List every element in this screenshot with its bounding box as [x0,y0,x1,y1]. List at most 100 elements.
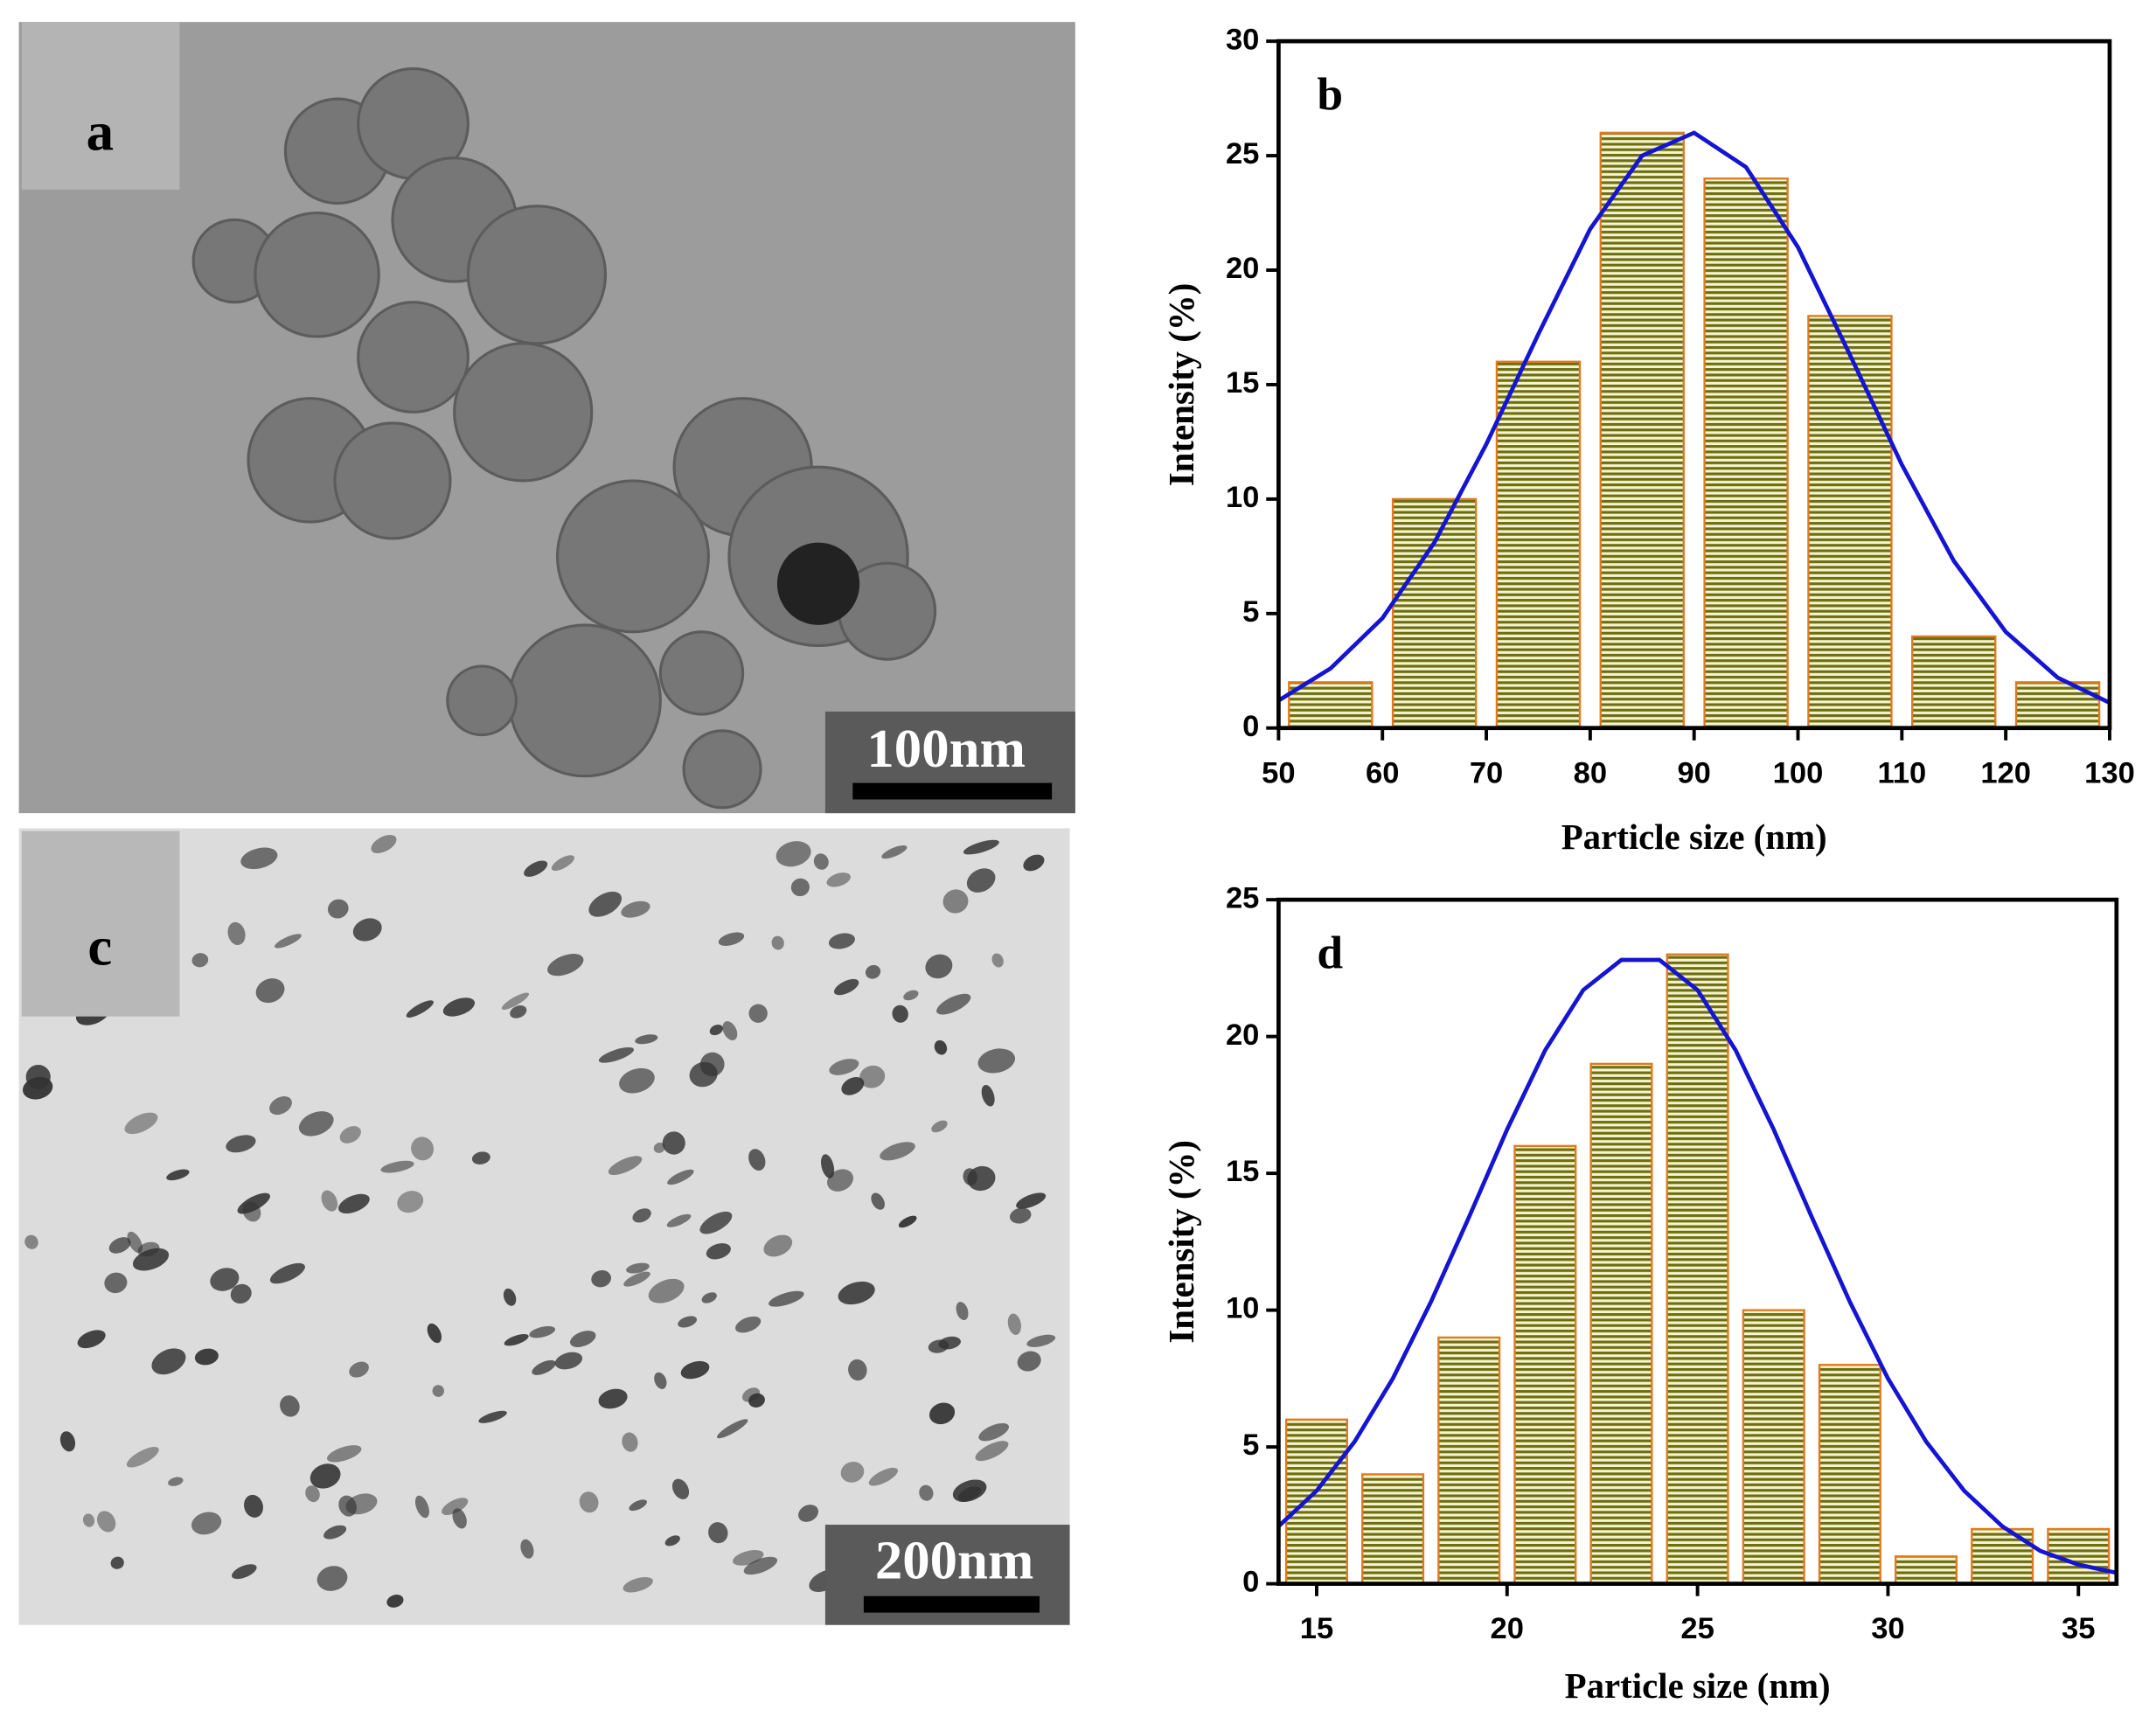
particle [977,1048,1016,1074]
particle [608,1156,643,1176]
particle [25,1064,51,1090]
tem-image-c: c 200nm [18,828,1070,1625]
x-tick-label: 120 [1980,756,2031,789]
particle [763,1234,793,1257]
particle [442,998,476,1017]
particle [826,872,851,887]
particle [411,1137,435,1161]
particle [1017,1351,1041,1372]
x-tick-label: 30 [1871,1612,1904,1645]
particle [1023,854,1045,872]
bar [1361,1473,1425,1585]
scale-bar [863,1595,1040,1613]
particle [591,1269,612,1288]
particle [168,1477,184,1486]
particle [928,1402,956,1425]
particle [748,1393,765,1408]
particle [1007,1313,1021,1335]
particle [230,1283,252,1304]
particle [798,1505,818,1522]
particle [623,1271,650,1287]
particle [231,1564,257,1580]
particle [963,1168,977,1185]
particle [427,1323,442,1344]
particle [242,1201,261,1222]
particle [828,933,855,949]
particle [936,993,971,1015]
particle [653,1142,665,1153]
particle [520,1539,534,1559]
particle [931,1120,948,1133]
particle [743,1556,778,1575]
particle [654,1372,667,1389]
x-tick-label: 90 [1677,756,1710,789]
fit-curve [1277,130,2111,706]
particle [397,1191,424,1213]
particle [981,1084,995,1107]
tem-image-a: a 100nm [18,22,1075,814]
particle [635,1034,658,1045]
particle [501,992,530,1010]
particle [337,1193,370,1214]
particle [554,1352,583,1370]
bar [1666,953,1729,1585]
particle [658,630,745,716]
particle [532,1359,556,1375]
particle [453,342,594,483]
particle [790,878,810,897]
particle [1026,1334,1056,1347]
particle [881,845,908,859]
particle [706,1243,731,1260]
y-axis-label: Intensity (%) [1162,283,1201,487]
particle [104,1272,128,1294]
particle [598,1046,635,1063]
particle [925,954,953,979]
particle [269,1262,305,1284]
particle [442,1498,469,1516]
y-tick-label: 30 [1226,23,1259,56]
bar [1894,1555,1958,1585]
chart: 0 5 10 15 20 25 30 50 60 70 80 90 100 110 120 130 Partic… [1162,23,2135,857]
particle [191,1512,222,1535]
x-tick-label: 70 [1470,756,1503,789]
particle [124,1112,158,1135]
particle [82,1513,95,1527]
particle [321,1190,338,1212]
particle [716,1419,748,1439]
particle [833,978,859,996]
particle [240,847,278,870]
bar [2014,681,2101,729]
chart: 0 5 10 15 20 25 15 20 25 30 35 Particle size (nm) In… [1162,881,2119,1706]
particle [868,1467,898,1486]
bar [1911,635,1997,729]
particle [956,1302,969,1321]
particle [775,841,811,867]
particle [226,1135,256,1153]
particle [619,1067,655,1094]
particle [626,1262,650,1274]
particle [507,623,662,778]
particle [771,935,784,950]
particle [848,1359,867,1381]
particle [327,899,349,919]
particle [829,1059,859,1075]
particle [551,855,574,872]
y-tick-label: 0 [1242,710,1259,743]
particle [975,1441,1009,1462]
bar [1818,1364,1881,1585]
y-tick-label: 10 [1226,481,1259,514]
x-tick-label: 100 [1773,756,1824,789]
label-box [21,831,180,1017]
particle [813,853,829,870]
particle [880,1142,915,1161]
particle [274,934,302,949]
particle [151,1348,186,1375]
particles [191,66,937,810]
particle [708,1522,728,1544]
particle [666,1213,692,1227]
particle [524,860,548,877]
particle [827,1169,854,1192]
bar [1495,360,1582,729]
particle [699,1052,725,1077]
y-tick-label: 25 [1226,137,1259,170]
